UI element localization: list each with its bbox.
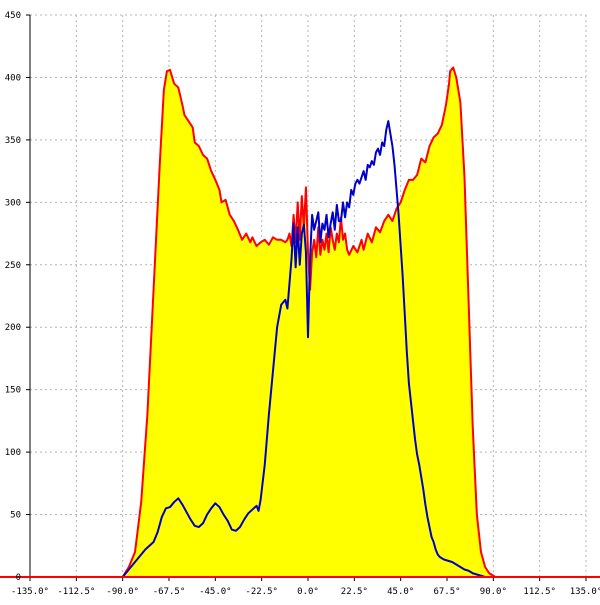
series-1-line [121,120,486,578]
y-tick-label: 150 [5,386,21,396]
x-tick-label: 67.5° [433,587,460,597]
y-tick-label: 50 [10,511,21,521]
x-tick-label: 22.5° [341,587,368,597]
x-tick-label: 112.5° [523,587,556,597]
y-tick-label: 300 [5,198,21,208]
x-tick-label: -67.5° [153,587,186,597]
y-tick-label: 350 [5,136,21,146]
y-tick-label: 250 [5,261,21,271]
y-tick-label: 0 [16,573,21,583]
x-tick-label: -112.5° [57,587,95,597]
axis-layer [0,14,600,581]
x-tick-label: 0.0° [297,587,319,597]
x-tick-label: 135.0° [570,587,600,597]
y-tick-label: 100 [5,448,21,458]
x-tick-label: 45.0° [387,587,414,597]
x-tick-label: -22.5° [245,587,278,597]
y-tick-label: 200 [5,323,21,333]
y-tick-label: 400 [5,73,21,83]
tick-label-layer: -135.0° -112.5° -90.0° -67.5° -45.0° -22.5° 0.… [5,11,600,597]
series-0-line [30,66,586,578]
y-tick-label: 450 [5,11,21,21]
x-tick-label: 90.0° [480,587,507,597]
x-tick-label: -135.0° [11,587,49,597]
series-layer [30,66,586,578]
x-tick-label: -90.0° [106,587,139,597]
x-tick-label: -45.0° [199,587,232,597]
